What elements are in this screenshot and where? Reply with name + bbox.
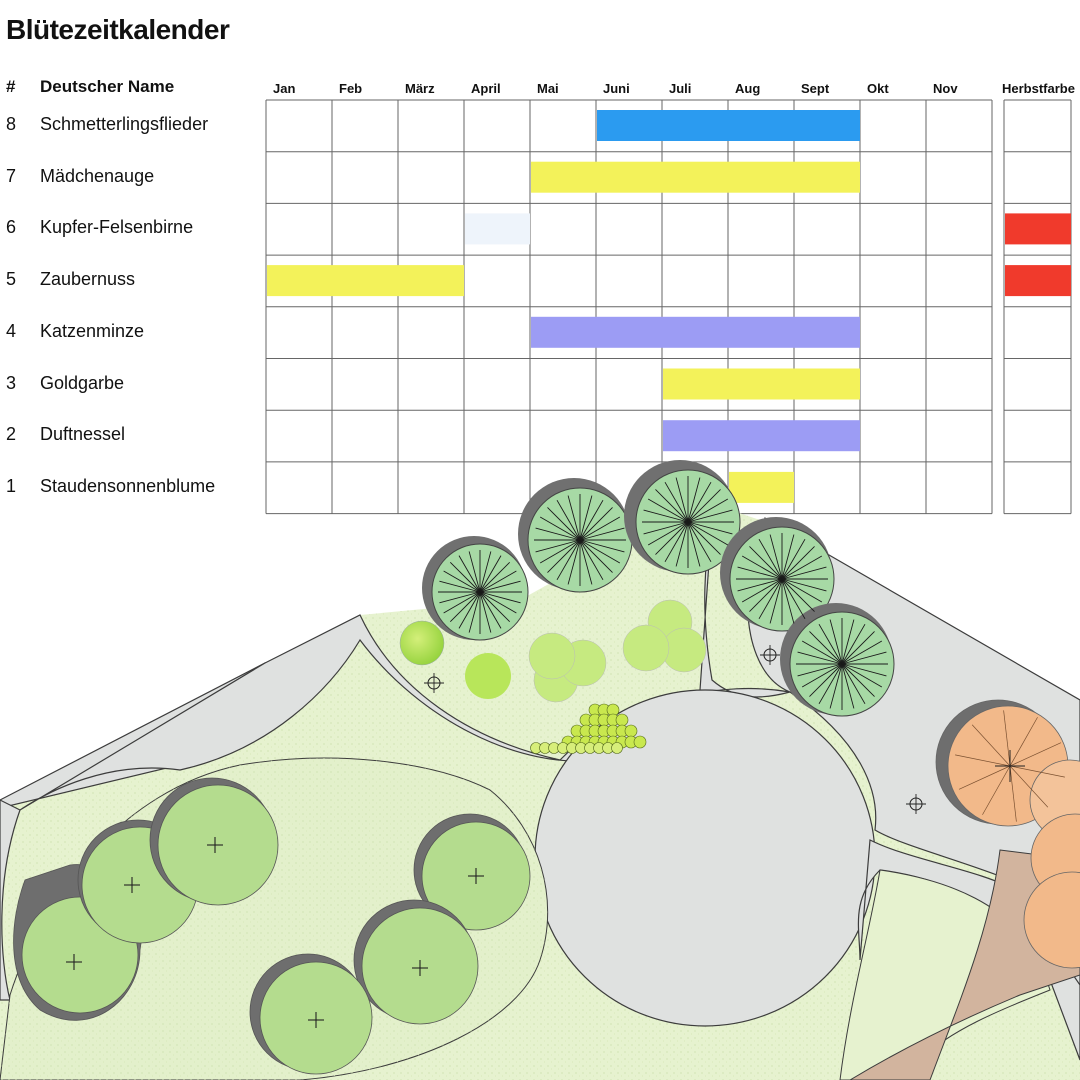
tree-canopy-lines: [438, 476, 888, 710]
calendar-grid: [265, 99, 1072, 515]
plant-name: Zaubernuss: [40, 269, 136, 290]
month-label-5: Mai: [537, 81, 559, 96]
plant-number: 4: [6, 320, 17, 341]
month-label-1: Jan: [273, 81, 296, 96]
month-label-3: März: [405, 81, 435, 96]
perennial-plant: [633, 735, 647, 749]
plant-number: 5: [6, 269, 17, 290]
bloom-bar: [663, 420, 860, 452]
bloom-bar: [729, 471, 794, 503]
month-label-6: Juni: [603, 81, 630, 96]
month-label-9: Sept: [801, 81, 830, 96]
autumn-color-swatch: [1005, 213, 1071, 245]
bloom-bar: [465, 213, 530, 245]
bloom-bar: [267, 265, 464, 297]
plant-name: Duftnessel: [40, 424, 126, 445]
trees-bottom-left: [13, 777, 531, 1075]
number-column-header: #: [6, 77, 16, 96]
plant-name: Schmetterlingsflieder: [40, 114, 209, 134]
plant-name: Kupfer-Felsenbirne: [40, 217, 194, 238]
plant-number: 7: [6, 165, 17, 186]
plant-number: 3: [6, 372, 17, 393]
plant-name: Katzenminze: [40, 320, 145, 341]
planting-markers: [66, 645, 926, 1028]
plant-name: Staudensonnenblume: [40, 475, 216, 496]
month-label-10: Okt: [867, 81, 889, 96]
plant-name: Mädchenauge: [40, 165, 155, 186]
autumn-color-swatch: [1005, 265, 1071, 297]
plant-number: 1: [6, 475, 17, 496]
name-column-header: Deutscher Name: [40, 77, 175, 96]
bloom-bar: [597, 110, 860, 141]
bloom-bar: [531, 316, 860, 348]
perennial-plant: [624, 724, 638, 738]
garden-plan: [0, 460, 1080, 1080]
page-title: Blütezeitkalender: [6, 14, 230, 45]
bloom-bar: [663, 368, 860, 400]
bloom-bar: [531, 161, 860, 193]
plant-number: 2: [6, 424, 17, 445]
plant-name: Goldgarbe: [40, 372, 125, 393]
month-label-11: Nov: [933, 81, 958, 96]
autumn-color-header: Herbstfarbe: [1002, 81, 1075, 96]
month-label-2: Feb: [339, 81, 363, 96]
bloom-calendar: [265, 99, 1072, 515]
perennial-plant: [611, 742, 623, 754]
plant-number: 6: [6, 217, 17, 238]
month-label-8: Aug: [735, 81, 761, 96]
shrubs: [399, 599, 707, 754]
month-label-4: April: [471, 81, 501, 96]
autumn-tree-lines: [955, 710, 1065, 822]
perennial-plant: [615, 713, 629, 727]
soil-path: [849, 849, 1080, 1080]
month-label-7: Juli: [669, 81, 692, 96]
plant-number: 8: [6, 114, 17, 134]
